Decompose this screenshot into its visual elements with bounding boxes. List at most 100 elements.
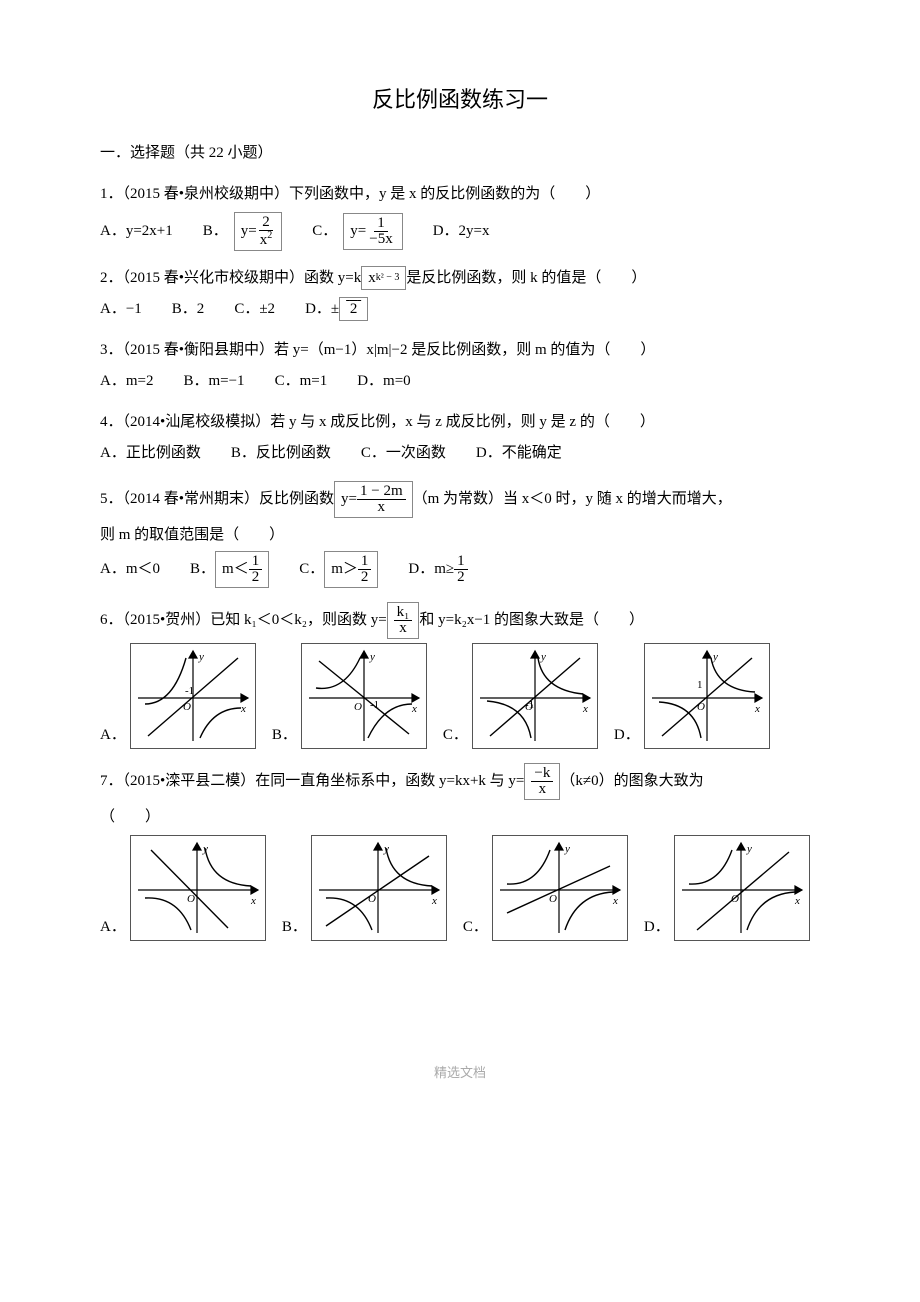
q1-c-den: −5x <box>366 232 395 247</box>
q1-opt-c-label: C． <box>312 218 337 245</box>
q1-options: A．y=2x+1 B． y=2x2 C． y=1−5x D．2y=x <box>100 212 820 251</box>
q3-options: A．m=2 B．m=−1 C．m=1 D．m=0 <box>100 368 820 395</box>
q4-opt-c: C．一次函数 <box>361 440 446 467</box>
q5-num: 1 − 2m <box>357 484 406 500</box>
question-1: 1．（2015 春•泉州校级期中）下列函数中，y 是 x 的反比例函数的为（ ） <box>100 181 820 208</box>
q1-opt-d: D．2y=x <box>433 218 490 245</box>
svg-text:y: y <box>198 651 204 663</box>
q5-b-den: 2 <box>249 570 263 585</box>
q2-d-val: 2 <box>350 301 358 317</box>
q1-opt-b: B． y=2x2 <box>203 212 282 251</box>
q2-opt-b: B．2 <box>172 296 205 323</box>
q5-b-num: 1 <box>249 554 263 570</box>
svg-text:y: y <box>712 651 718 663</box>
page-title: 反比例函数练习一 <box>100 80 820 120</box>
q2-opt-d: D．± 2 <box>305 296 368 323</box>
q5-d-num: 1 <box>454 554 468 570</box>
q5-d-label: D．m≥ <box>408 556 454 583</box>
svg-text:x: x <box>754 703 760 715</box>
q5-options: A．m＜0 B． m＜12 C． m＞12 D．m≥12 <box>100 551 820 588</box>
q5-b-label: B． <box>190 556 215 583</box>
q2-opt-c: C．±2 <box>234 296 275 323</box>
q7-figures: A． y x O B． y x O C． y x O <box>100 835 820 941</box>
q1-b-den: x2 <box>257 231 276 248</box>
svg-text:-1: -1 <box>370 699 379 711</box>
q7-num: −k <box>531 766 553 782</box>
q3-opt-d: D．m=0 <box>357 368 410 395</box>
svg-text:x: x <box>794 895 800 907</box>
q5-opt-a: A．m＜0 <box>100 556 160 583</box>
q4-opt-a: A．正比例函数 <box>100 440 201 467</box>
svg-text:y: y <box>540 651 546 663</box>
q5-c-label: C． <box>299 556 324 583</box>
svg-text:x: x <box>411 703 417 715</box>
q4-opt-b: B．反比例函数 <box>231 440 331 467</box>
q6-figures: A． y x O -1 B． y x O -1 C． y x <box>100 643 820 749</box>
q3-opt-b: B．m=−1 <box>183 368 244 395</box>
q6-num: k₁ <box>394 605 413 621</box>
q4-opt-d: D．不能确定 <box>476 440 562 467</box>
q5-c-num: 1 <box>358 554 372 570</box>
q7-den: x <box>536 782 550 797</box>
question-5: 5．（2014 春•常州期末）反比例函数y=1 − 2mx（m 为常数）当 x＜… <box>100 481 820 518</box>
q2-options: A．−1 B．2 C．±2 D．± 2 <box>100 296 820 323</box>
q6-post: 和 y=k₂x−1 的图象大致是（ ） <box>419 612 644 628</box>
svg-text:-1: -1 <box>525 699 534 711</box>
q7-fig-b: B． y x O <box>282 835 447 941</box>
svg-text:x: x <box>612 895 618 907</box>
svg-text:y: y <box>746 843 752 855</box>
q5-post: （m 为常数）当 x＜0 时，y 随 x 的增大而增大， <box>413 491 732 507</box>
svg-text:y: y <box>369 651 375 663</box>
q7-fig-a: A． y x O <box>100 835 266 941</box>
svg-text:x: x <box>431 895 437 907</box>
q1-b-num: 2 <box>259 215 273 231</box>
section-heading: 一．选择题（共 22 小题） <box>100 140 820 167</box>
q2-d-label: D．± <box>305 296 339 323</box>
q5-d-den: 2 <box>454 570 468 585</box>
page-footer: 精选文档 <box>100 1061 820 1084</box>
svg-text:O: O <box>549 893 557 905</box>
svg-text:1: 1 <box>697 679 703 691</box>
q6-fig-b: B． y x O -1 <box>272 643 427 749</box>
question-3: 3．（2015 春•衡阳县期中）若 y=（m−1）x|m|−2 是反比例函数，则… <box>100 337 820 364</box>
q4-options: A．正比例函数 B．反比例函数 C．一次函数 D．不能确定 <box>100 440 820 467</box>
q1-c-num: 1 <box>374 216 388 232</box>
q7-opt-d-label: D． <box>644 914 670 941</box>
q2-pre: 2．（2015 春•兴化市校级期中）函数 y=k <box>100 270 361 286</box>
q2-opt-a: A．−1 <box>100 296 142 323</box>
svg-text:x: x <box>582 703 588 715</box>
q5-b-lhs: m＜ <box>222 560 249 578</box>
q7-opt-b-label: B． <box>282 914 307 941</box>
q7-opt-c-label: C． <box>463 914 488 941</box>
q2-post: 是反比例函数，则 k 的值是（ ） <box>406 270 646 286</box>
q6-opt-a-label: A． <box>100 722 126 749</box>
q5-pre: 5．（2014 春•常州期末）反比例函数 <box>100 491 334 507</box>
svg-text:O: O <box>354 701 362 713</box>
q6-den: x <box>396 621 410 636</box>
svg-text:y: y <box>564 843 570 855</box>
q5-c-lhs: m＞ <box>331 560 358 578</box>
q6-pre: 6．（2015•贺州）已知 k₁＜0＜k₂，则函数 y= <box>100 612 387 628</box>
q5-opt-b: B． m＜12 <box>190 551 269 588</box>
q3-opt-c: C．m=1 <box>275 368 328 395</box>
question-2: 2．（2015 春•兴化市校级期中）函数 y=kxk² − 3是反比例函数，则 … <box>100 265 820 292</box>
svg-text:x: x <box>240 703 246 715</box>
q5-opt-c: C． m＞12 <box>299 551 378 588</box>
question-6: 6．（2015•贺州）已知 k₁＜0＜k₂，则函数 y= k₁x 和 y=k₂x−1… <box>100 602 820 639</box>
q7-fig-d: D． y x O <box>644 835 810 941</box>
q1-opt-c: C． y=1−5x <box>312 213 402 250</box>
q6-fig-c: C． y x O -1 <box>443 643 598 749</box>
q2-exp: k² − 3 <box>376 272 400 284</box>
q5-line2: 则 m 的取值范围是（ ） <box>100 522 820 549</box>
q5-den: x <box>375 500 389 515</box>
q7-fig-c: C． y x O <box>463 835 628 941</box>
svg-text:x: x <box>250 895 256 907</box>
svg-text:O: O <box>187 893 195 905</box>
q6-fig-a: A． y x O -1 <box>100 643 256 749</box>
question-7: 7．（2015•滦平县二模）在同一直角坐标系中，函数 y=kx+k 与 y=−k… <box>100 763 820 800</box>
q1-opt-b-label: B． <box>203 218 228 245</box>
q5-c-den: 2 <box>358 570 372 585</box>
question-4: 4．（2014•汕尾校级模拟）若 y 与 x 成反比例，x 与 z 成反比例，则… <box>100 409 820 436</box>
q6-opt-b-label: B． <box>272 722 297 749</box>
q6-opt-d-label: D． <box>614 722 640 749</box>
